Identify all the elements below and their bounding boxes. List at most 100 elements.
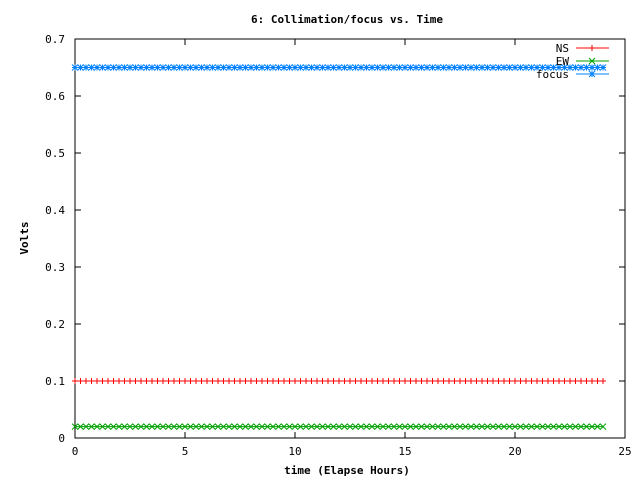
data-point	[385, 64, 392, 71]
data-point	[286, 64, 293, 71]
y-axis-label: Volts	[18, 221, 31, 254]
data-point	[259, 378, 265, 384]
data-point	[484, 423, 491, 430]
data-point	[572, 64, 579, 71]
data-point	[528, 64, 535, 71]
data-point	[182, 378, 188, 384]
y-tick-label: 0.2	[45, 318, 65, 331]
data-point	[176, 423, 183, 430]
data-point	[88, 378, 95, 384]
data-point	[473, 423, 480, 430]
data-point	[478, 64, 486, 71]
data-point	[533, 64, 541, 71]
data-point	[578, 378, 584, 384]
data-point	[280, 423, 288, 430]
data-point	[248, 378, 254, 384]
data-point	[198, 378, 205, 384]
data-point	[528, 378, 535, 384]
data-point	[275, 64, 282, 71]
data-point	[231, 378, 238, 384]
data-point	[352, 64, 359, 71]
data-point	[374, 64, 381, 71]
data-point	[209, 64, 216, 71]
data-point	[132, 378, 139, 384]
data-point	[236, 423, 244, 430]
data-point	[137, 423, 145, 430]
data-point	[71, 423, 79, 430]
data-point	[561, 423, 568, 430]
data-point	[127, 378, 133, 384]
chart-title: 6: Collimation/focus vs. Time	[251, 13, 443, 26]
data-point	[550, 378, 557, 384]
y-tick-label: 0.5	[45, 147, 65, 160]
data-point	[572, 423, 579, 430]
data-point	[528, 423, 535, 430]
data-point	[468, 378, 474, 384]
y-tick-label: 0	[58, 432, 65, 445]
data-point	[473, 64, 480, 71]
data-point	[281, 378, 287, 384]
data-point	[319, 64, 326, 71]
data-point	[292, 378, 298, 384]
data-point	[314, 378, 320, 384]
data-point	[396, 378, 403, 384]
data-point	[110, 423, 117, 430]
y-tick-label: 0.3	[45, 261, 65, 274]
data-point	[434, 423, 442, 430]
data-point	[390, 423, 398, 430]
data-point	[588, 64, 596, 71]
data-point	[396, 64, 403, 71]
data-point	[407, 378, 414, 384]
data-point	[319, 423, 326, 430]
data-point	[363, 378, 370, 384]
data-point	[148, 64, 156, 71]
data-point	[583, 378, 590, 384]
data-point	[231, 64, 238, 71]
data-point	[83, 378, 89, 384]
data-point	[198, 64, 205, 71]
y-tick-label: 0.7	[45, 33, 65, 46]
data-point	[264, 64, 271, 71]
y-tick-label: 0.1	[45, 375, 65, 388]
data-point	[368, 423, 376, 430]
data-point	[501, 378, 507, 384]
data-point	[434, 64, 442, 71]
series-focus	[71, 64, 607, 71]
data-point	[302, 64, 310, 71]
legend-label-focus: focus	[536, 68, 569, 81]
data-point	[555, 64, 563, 71]
data-point	[467, 423, 475, 430]
x-tick-label: 25	[618, 445, 631, 458]
data-point	[270, 378, 276, 384]
data-point	[258, 64, 266, 71]
data-point	[539, 423, 546, 430]
x-axis-label: time (Elapse Hours)	[284, 464, 410, 477]
data-point	[99, 378, 106, 384]
data-point	[583, 64, 590, 71]
data-point	[209, 423, 216, 430]
data-point	[269, 423, 277, 430]
data-point	[429, 378, 436, 384]
data-point	[478, 423, 486, 430]
data-point	[143, 64, 150, 71]
data-point	[82, 64, 90, 71]
data-point	[341, 64, 348, 71]
data-point	[330, 64, 337, 71]
data-point	[148, 423, 156, 430]
data-point	[220, 64, 227, 71]
data-point	[275, 378, 282, 384]
data-point	[313, 423, 321, 430]
data-point	[302, 423, 310, 430]
data-point	[374, 378, 381, 384]
y-tick-label: 0.6	[45, 90, 65, 103]
data-point	[473, 378, 480, 384]
data-point	[440, 423, 447, 430]
data-point	[297, 64, 304, 71]
data-point	[368, 64, 376, 71]
data-point	[154, 378, 161, 384]
data-point	[556, 378, 562, 384]
data-point	[379, 423, 387, 430]
data-point	[412, 64, 420, 71]
data-point	[544, 64, 552, 71]
